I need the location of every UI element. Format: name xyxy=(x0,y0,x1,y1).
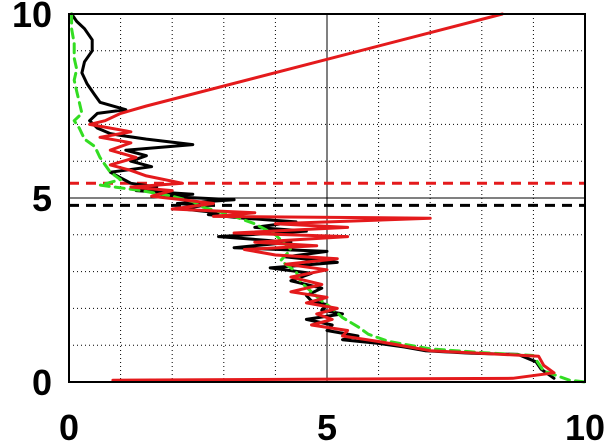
series-line-3 xyxy=(88,12,556,382)
y-tick-label: 0 xyxy=(32,362,52,403)
y-tick-label: 10 xyxy=(12,0,52,35)
x-tick-label: 0 xyxy=(59,407,79,447)
y-tick-label: 5 xyxy=(32,178,52,219)
tick-labels: 0 5 10 0 5 10 xyxy=(12,0,605,447)
x-tick-label: 5 xyxy=(317,407,337,447)
series-lines xyxy=(70,12,587,384)
x-tick-label: 10 xyxy=(565,407,605,447)
plot-frame xyxy=(68,13,586,383)
